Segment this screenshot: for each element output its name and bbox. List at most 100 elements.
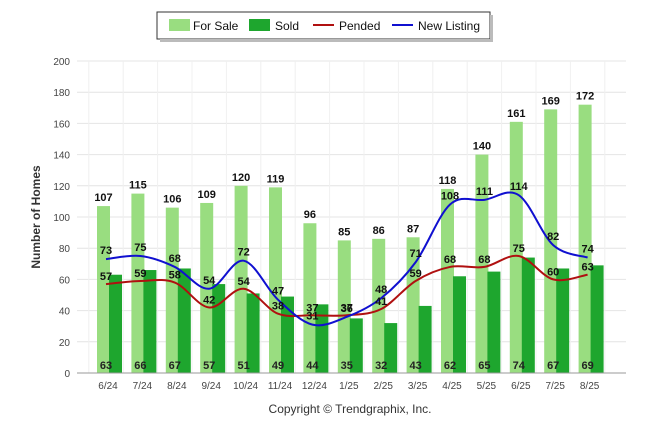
bar-for-sale xyxy=(372,238,386,373)
pended-value-label: 37 xyxy=(341,302,353,314)
x-tick-label: 12/24 xyxy=(302,381,327,392)
legend-label-for-sale[interactable]: For Sale xyxy=(193,19,239,33)
bars-layer xyxy=(97,104,604,374)
x-tick-label: 6/25 xyxy=(511,381,531,392)
for-sale-value-label: 96 xyxy=(304,209,316,221)
for-sale-value-label: 106 xyxy=(163,194,181,206)
sold-value-label: 35 xyxy=(341,360,353,372)
y-tick-label: 140 xyxy=(53,151,70,162)
bar-for-sale xyxy=(441,188,454,373)
new-listing-value-label: 111 xyxy=(476,186,493,198)
for-sale-value-label: 120 xyxy=(232,172,250,184)
for-sale-value-label: 109 xyxy=(198,189,216,201)
x-tick-label: 6/24 xyxy=(98,381,118,392)
y-tick-label: 120 xyxy=(53,182,70,193)
sold-value-label: 67 xyxy=(547,360,559,372)
new-listing-value-label: 74 xyxy=(581,244,594,256)
new-listing-value-label: 82 xyxy=(547,231,559,243)
new-listing-value-label: 114 xyxy=(510,181,529,193)
bar-for-sale xyxy=(165,207,179,373)
bar-sold xyxy=(590,265,604,373)
bar-sold xyxy=(453,276,466,373)
legend-label-sold[interactable]: Sold xyxy=(275,19,299,33)
pended-value-label: 38 xyxy=(272,301,284,313)
sold-value-label: 43 xyxy=(409,360,421,372)
x-tick-label: 8/25 xyxy=(580,381,600,392)
legend[interactable]: For Sale Sold Pended New Listing xyxy=(156,11,493,42)
x-tick-label: 5/25 xyxy=(477,381,497,392)
pended-value-label: 75 xyxy=(513,243,525,255)
x-tick-label: 7/24 xyxy=(133,381,153,392)
y-tick-label: 180 xyxy=(53,88,70,99)
sold-value-label: 65 xyxy=(478,360,490,372)
legend-box-shadow-bottom xyxy=(160,39,493,42)
x-tick-label: 9/24 xyxy=(201,381,221,392)
pended-value-label: 54 xyxy=(237,276,250,288)
bar-sold xyxy=(177,268,191,373)
y-tick-label: 20 xyxy=(59,338,71,349)
sold-value-label: 69 xyxy=(581,360,593,372)
pended-value-label: 41 xyxy=(375,296,387,308)
for-sale-value-label: 140 xyxy=(473,141,491,153)
new-listing-value-label: 36 xyxy=(341,303,353,315)
copyright-text: Copyright © Trendgraphix, Inc. xyxy=(269,402,432,416)
y-tick-label: 100 xyxy=(53,213,70,224)
new-listing-value-label: 48 xyxy=(375,284,387,296)
pended-value-label: 42 xyxy=(203,294,215,306)
for-sale-value-label: 86 xyxy=(373,225,385,237)
pended-value-label: 63 xyxy=(581,262,593,274)
bar-for-sale xyxy=(509,121,523,373)
pended-value-label: 59 xyxy=(134,268,146,280)
legend-swatch-for-sale xyxy=(169,19,190,31)
bar-sold xyxy=(384,323,398,373)
legend-label-new-listing[interactable]: New Listing xyxy=(418,19,480,33)
bar-for-sale xyxy=(97,206,110,373)
sold-value-label: 66 xyxy=(134,360,146,372)
new-listing-value-label: 72 xyxy=(237,247,249,259)
pended-value-label: 59 xyxy=(409,268,421,280)
bar-for-sale xyxy=(578,104,592,374)
bar-sold xyxy=(143,270,157,373)
for-sale-value-label: 119 xyxy=(267,173,285,185)
bar-for-sale xyxy=(475,154,489,373)
labels-layer: 107 63 115 66 106 67 109 57 120 51 119 49 96 44 85 35 86… xyxy=(94,91,594,372)
bar-sold xyxy=(315,304,329,373)
for-sale-value-label: 169 xyxy=(542,95,560,107)
y-tick-label: 80 xyxy=(59,244,71,255)
new-listing-value-label: 47 xyxy=(272,286,284,298)
sold-value-label: 63 xyxy=(100,360,112,372)
new-listing-value-label: 68 xyxy=(169,253,181,265)
for-sale-value-label: 107 xyxy=(94,192,112,204)
x-tick-label: 3/25 xyxy=(408,381,428,392)
new-listing-value-label: 108 xyxy=(441,191,459,203)
pended-value-label: 57 xyxy=(100,271,112,283)
x-tick-label: 11/24 xyxy=(268,381,293,392)
bar-sold xyxy=(349,318,363,373)
y-tick-label: 0 xyxy=(64,369,70,380)
sold-value-label: 32 xyxy=(375,360,387,372)
axis-layer: 0 20 40 60 80 100 120 140 160 180 200 6/24 7/24 8/24 9… xyxy=(53,57,626,392)
for-sale-value-label: 172 xyxy=(576,91,594,103)
new-listing-value-label: 73 xyxy=(100,245,112,257)
for-sale-value-label: 115 xyxy=(129,180,147,192)
pended-value-label: 37 xyxy=(306,302,318,314)
sold-value-label: 67 xyxy=(169,360,181,372)
sold-value-label: 44 xyxy=(306,360,319,372)
new-listing-value-label: 75 xyxy=(134,242,146,254)
pended-line xyxy=(105,254,588,318)
for-sale-value-label: 85 xyxy=(338,226,350,238)
pended-value-label: 68 xyxy=(478,254,490,266)
sold-value-label: 51 xyxy=(237,360,249,372)
y-tick-label: 40 xyxy=(59,307,71,318)
sold-value-label: 74 xyxy=(513,360,526,372)
legend-label-pended[interactable]: Pended xyxy=(339,19,380,33)
bar-for-sale xyxy=(234,185,248,373)
new-listing-value-label: 54 xyxy=(203,275,216,287)
x-tick-label: 1/25 xyxy=(339,381,359,392)
pended-value-label: 60 xyxy=(547,266,559,278)
pended-value-label: 68 xyxy=(444,254,456,266)
y-tick-label: 60 xyxy=(59,275,71,286)
bar-sold xyxy=(418,305,432,373)
x-tick-label: 8/24 xyxy=(167,381,187,392)
